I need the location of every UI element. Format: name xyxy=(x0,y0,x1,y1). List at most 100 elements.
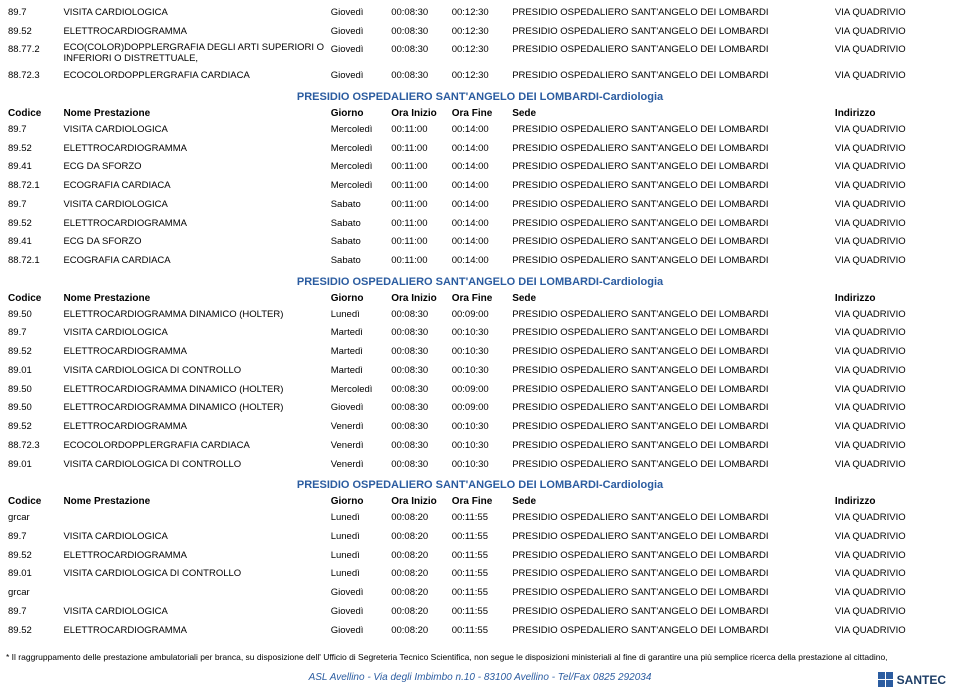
cell-ora-fine: 00:09:00 xyxy=(450,399,511,418)
cell-indirizzo: VIA QUADRIVIO xyxy=(833,547,954,566)
cell-ora-inizio: 00:08:20 xyxy=(389,603,450,622)
cell-ora-inizio: 00:08:30 xyxy=(389,362,450,381)
cell-ora-inizio: 00:08:30 xyxy=(389,437,450,456)
footnote-text: * Il raggruppamento delle prestazione am… xyxy=(6,652,954,662)
table-row: 89.50ELETTROCARDIOGRAMMA DINAMICO (HOLTE… xyxy=(6,381,954,400)
cell-ora-fine: 00:14:00 xyxy=(450,215,511,234)
table-row: 89.7VISITA CARDIOLOGICASabato00:11:0000:… xyxy=(6,196,954,215)
hdr-indirizzo: Indirizzo xyxy=(833,106,954,121)
cell-nome: VISITA CARDIOLOGICA DI CONTROLLO xyxy=(61,565,328,584)
cell-ora-fine: 00:12:30 xyxy=(450,4,511,23)
cell-sede: PRESIDIO OSPEDALIERO SANT'ANGELO DEI LOM… xyxy=(510,196,833,215)
cell-giorno: Lunedì xyxy=(329,528,390,547)
table-row: grcarLunedì00:08:2000:11:55PRESIDIO OSPE… xyxy=(6,509,954,528)
cell-giorno: Martedì xyxy=(329,324,390,343)
hdr-ora-fine: Ora Fine xyxy=(450,291,511,306)
cell-codice: 89.52 xyxy=(6,622,61,641)
cell-giorno: Mercoledì xyxy=(329,158,390,177)
column-header-row: CodiceNome PrestazioneGiornoOra InizioOr… xyxy=(6,106,954,121)
cell-sede: PRESIDIO OSPEDALIERO SANT'ANGELO DEI LOM… xyxy=(510,547,833,566)
schedule-table: 89.7VISITA CARDIOLOGICAGiovedì00:08:3000… xyxy=(6,4,954,640)
table-row: 89.52ELETTROCARDIOGRAMMASabato00:11:0000… xyxy=(6,215,954,234)
cell-indirizzo: VIA QUADRIVIO xyxy=(833,23,954,42)
table-row: 89.52ELETTROCARDIOGRAMMAGiovedì00:08:300… xyxy=(6,23,954,42)
cell-sede: PRESIDIO OSPEDALIERO SANT'ANGELO DEI LOM… xyxy=(510,603,833,622)
cell-ora-inizio: 00:08:30 xyxy=(389,456,450,475)
cell-nome: ELETTROCARDIOGRAMMA xyxy=(61,23,328,42)
cell-sede: PRESIDIO OSPEDALIERO SANT'ANGELO DEI LOM… xyxy=(510,399,833,418)
cell-ora-inizio: 00:08:30 xyxy=(389,67,450,86)
cell-ora-inizio: 00:08:30 xyxy=(389,399,450,418)
table-row: 88.72.1ECOGRAFIA CARDIACASabato00:11:000… xyxy=(6,252,954,271)
cell-nome: ELETTROCARDIOGRAMMA xyxy=(61,622,328,641)
cell-indirizzo: VIA QUADRIVIO xyxy=(833,603,954,622)
cell-sede: PRESIDIO OSPEDALIERO SANT'ANGELO DEI LOM… xyxy=(510,67,833,86)
cell-giorno: Venerdì xyxy=(329,418,390,437)
cell-sede: PRESIDIO OSPEDALIERO SANT'ANGELO DEI LOM… xyxy=(510,233,833,252)
table-row: 89.41ECG DA SFORZOMercoledì00:11:0000:14… xyxy=(6,158,954,177)
cell-codice: 89.01 xyxy=(6,565,61,584)
cell-nome: ELETTROCARDIOGRAMMA DINAMICO (HOLTER) xyxy=(61,306,328,325)
cell-sede: PRESIDIO OSPEDALIERO SANT'ANGELO DEI LOM… xyxy=(510,362,833,381)
cell-nome: ECG DA SFORZO xyxy=(61,158,328,177)
cell-sede: PRESIDIO OSPEDALIERO SANT'ANGELO DEI LOM… xyxy=(510,177,833,196)
section-header-row: PRESIDIO OSPEDALIERO SANT'ANGELO DEI LOM… xyxy=(6,474,954,494)
cell-nome xyxy=(61,584,328,603)
hdr-nome: Nome Prestazione xyxy=(61,494,328,509)
cell-indirizzo: VIA QUADRIVIO xyxy=(833,362,954,381)
cell-nome: ELETTROCARDIOGRAMMA DINAMICO (HOLTER) xyxy=(61,381,328,400)
cell-ora-fine: 00:09:00 xyxy=(450,306,511,325)
cell-sede: PRESIDIO OSPEDALIERO SANT'ANGELO DEI LOM… xyxy=(510,565,833,584)
cell-ora-inizio: 00:08:30 xyxy=(389,23,450,42)
cell-indirizzo: VIA QUADRIVIO xyxy=(833,418,954,437)
cell-sede: PRESIDIO OSPEDALIERO SANT'ANGELO DEI LOM… xyxy=(510,437,833,456)
cell-sede: PRESIDIO OSPEDALIERO SANT'ANGELO DEI LOM… xyxy=(510,324,833,343)
hdr-sede: Sede xyxy=(510,494,833,509)
cell-giorno: Lunedì xyxy=(329,509,390,528)
cell-nome: VISITA CARDIOLOGICA DI CONTROLLO xyxy=(61,456,328,475)
table-row: 88.72.1ECOGRAFIA CARDIACAMercoledì00:11:… xyxy=(6,177,954,196)
cell-nome: VISITA CARDIOLOGICA xyxy=(61,603,328,622)
cell-ora-fine: 00:12:30 xyxy=(450,41,511,67)
cell-ora-fine: 00:10:30 xyxy=(450,343,511,362)
cell-codice: 89.7 xyxy=(6,196,61,215)
cell-codice: 89.7 xyxy=(6,528,61,547)
cell-sede: PRESIDIO OSPEDALIERO SANT'ANGELO DEI LOM… xyxy=(510,418,833,437)
cell-giorno: Sabato xyxy=(329,252,390,271)
cell-ora-fine: 00:12:30 xyxy=(450,23,511,42)
cell-codice: 88.72.3 xyxy=(6,437,61,456)
cell-giorno: Giovedì xyxy=(329,622,390,641)
cell-sede: PRESIDIO OSPEDALIERO SANT'ANGELO DEI LOM… xyxy=(510,23,833,42)
table-row: 88.77.2ECO(COLOR)DOPPLERGRAFIA DEGLI ART… xyxy=(6,41,954,67)
cell-giorno: Lunedì xyxy=(329,565,390,584)
cell-ora-inizio: 00:08:30 xyxy=(389,41,450,67)
cell-codice: 89.52 xyxy=(6,547,61,566)
hdr-giorno: Giorno xyxy=(329,494,390,509)
footer-address: ASL Avellino - Via degli Imbimbo n.10 - … xyxy=(309,672,652,683)
cell-ora-inizio: 00:08:30 xyxy=(389,324,450,343)
cell-indirizzo: VIA QUADRIVIO xyxy=(833,196,954,215)
cell-nome: VISITA CARDIOLOGICA xyxy=(61,4,328,23)
cell-sede: PRESIDIO OSPEDALIERO SANT'ANGELO DEI LOM… xyxy=(510,343,833,362)
table-row: 89.41ECG DA SFORZOSabato00:11:0000:14:00… xyxy=(6,233,954,252)
cell-nome: ELETTROCARDIOGRAMMA xyxy=(61,547,328,566)
cell-nome: VISITA CARDIOLOGICA xyxy=(61,121,328,140)
cell-sede: PRESIDIO OSPEDALIERO SANT'ANGELO DEI LOM… xyxy=(510,158,833,177)
cell-sede: PRESIDIO OSPEDALIERO SANT'ANGELO DEI LOM… xyxy=(510,456,833,475)
cell-giorno: Sabato xyxy=(329,215,390,234)
hdr-ora-inizio: Ora Inizio xyxy=(389,106,450,121)
cell-ora-inizio: 00:11:00 xyxy=(389,121,450,140)
cell-sede: PRESIDIO OSPEDALIERO SANT'ANGELO DEI LOM… xyxy=(510,306,833,325)
cell-ora-fine: 00:10:30 xyxy=(450,418,511,437)
hdr-indirizzo: Indirizzo xyxy=(833,291,954,306)
cell-giorno: Giovedì xyxy=(329,399,390,418)
cell-indirizzo: VIA QUADRIVIO xyxy=(833,306,954,325)
cell-giorno: Lunedì xyxy=(329,306,390,325)
cell-ora-inizio: 00:08:30 xyxy=(389,4,450,23)
table-row: grcarGiovedì00:08:2000:11:55PRESIDIO OSP… xyxy=(6,584,954,603)
cell-indirizzo: VIA QUADRIVIO xyxy=(833,399,954,418)
cell-giorno: Mercoledì xyxy=(329,140,390,159)
cell-nome: ELETTROCARDIOGRAMMA xyxy=(61,418,328,437)
cell-codice: 89.52 xyxy=(6,418,61,437)
cell-indirizzo: VIA QUADRIVIO xyxy=(833,324,954,343)
